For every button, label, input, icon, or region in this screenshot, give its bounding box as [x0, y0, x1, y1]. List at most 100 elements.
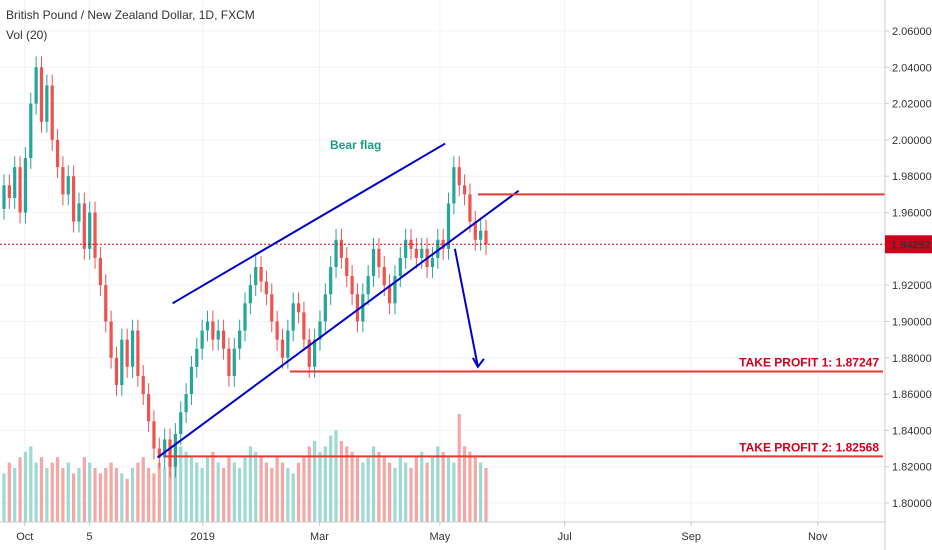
volume-bar — [339, 441, 344, 522]
price-tick-label: 1.84000 — [892, 425, 932, 437]
candle-body — [430, 257, 435, 267]
volume-bar — [371, 446, 376, 522]
candle-body — [13, 167, 17, 199]
volume-bar — [168, 462, 172, 522]
time-tick-label: Jul — [558, 531, 572, 543]
candle-body — [238, 330, 242, 349]
volume-bar — [18, 457, 22, 522]
volume-bar — [109, 462, 113, 522]
candle-body — [361, 294, 365, 322]
volume-bar — [377, 451, 381, 522]
volume-bar — [179, 446, 183, 522]
candle-body — [350, 276, 354, 295]
price-tick-label: 2.04000 — [892, 62, 932, 74]
candle-body — [264, 281, 269, 295]
candle-body — [382, 267, 386, 286]
candle-body — [334, 239, 338, 267]
volume-bar — [2, 473, 6, 522]
volume-bar — [173, 457, 177, 522]
candle-body — [184, 394, 188, 413]
candle-body — [7, 185, 11, 199]
time-tick-label: Sep — [681, 531, 701, 543]
volume-bar — [146, 468, 151, 522]
volume-bar — [136, 462, 140, 522]
price-tick-label: 1.80000 — [892, 498, 932, 510]
volume-bar — [55, 457, 60, 522]
volume-bar — [286, 468, 290, 522]
volume-bar — [189, 457, 194, 522]
candle-body — [280, 339, 285, 358]
volume-bar — [104, 468, 108, 522]
candle-body — [307, 339, 311, 367]
flag-upper-trendline — [172, 142, 446, 305]
price-tick-label: 1.92000 — [892, 280, 932, 292]
candle-body — [98, 257, 103, 286]
candle-body — [125, 339, 129, 367]
candle-body — [296, 303, 301, 313]
volume-bar — [243, 457, 247, 522]
candle-body — [152, 421, 156, 449]
candle-body — [227, 348, 231, 376]
candle-body — [130, 330, 135, 367]
candle-body — [136, 330, 140, 376]
candle-body — [77, 203, 81, 222]
volume-bar — [195, 462, 199, 522]
candle-body — [275, 321, 279, 340]
volume-bar — [66, 462, 70, 522]
volume-bar — [88, 462, 92, 522]
price-tick-label: 1.88000 — [892, 353, 932, 365]
candle-body — [221, 330, 226, 349]
candle-body — [18, 167, 22, 213]
candle-body — [195, 348, 199, 367]
candle-body — [2, 185, 6, 209]
candle-body — [446, 203, 451, 249]
candle-body — [313, 339, 317, 367]
candle-body — [50, 85, 54, 140]
candle-body — [371, 248, 376, 277]
arrow-head-icon — [472, 357, 485, 369]
volume-bar — [248, 446, 252, 522]
volume-bar — [393, 468, 397, 522]
volume-bar — [291, 473, 295, 522]
volume-bar — [227, 457, 231, 522]
candle-body — [291, 303, 295, 331]
time-tick-label: Mar — [310, 531, 329, 543]
volume-bar — [430, 457, 435, 522]
volume-bar — [72, 473, 76, 522]
price-tick-label: 2.00000 — [892, 135, 932, 147]
volume-bar — [238, 468, 242, 522]
volume-bar — [446, 457, 451, 522]
volume-bar — [436, 446, 440, 522]
candle-body — [345, 257, 349, 277]
candle-body — [484, 230, 488, 245]
volume-bar — [93, 468, 97, 522]
price-tick-label: 1.98000 — [892, 171, 932, 183]
candle-body — [189, 366, 194, 395]
price-tick-label: 2.02000 — [892, 99, 932, 111]
volume-bar — [61, 468, 65, 522]
candle-body — [409, 239, 413, 249]
volume-bar — [366, 457, 370, 522]
annotation-layer: TAKE PROFIT 1: 1.87247 TAKE PROFIT 2: 1.8… — [0, 138, 885, 459]
volume-bar — [355, 457, 360, 522]
volume-bar — [345, 446, 349, 522]
candle-body — [479, 230, 483, 240]
volume-bar — [462, 446, 467, 522]
volume-bar — [425, 462, 429, 522]
candle-body — [72, 176, 76, 222]
candle-body — [23, 158, 28, 213]
volume-bar — [152, 473, 156, 522]
candle-body — [404, 239, 408, 258]
take-profit-2-label: TAKE PROFIT 2: 1.82568 — [739, 440, 879, 454]
price-tick-label: 1.82000 — [892, 462, 932, 474]
volume-bar — [275, 457, 279, 522]
candle-body — [248, 285, 252, 304]
volume-bar — [420, 451, 424, 522]
volume-layer — [2, 414, 488, 522]
candle-body — [377, 248, 381, 267]
time-tick-label: Nov — [808, 531, 828, 543]
candle-body — [473, 221, 477, 240]
volume-bar — [302, 457, 306, 522]
